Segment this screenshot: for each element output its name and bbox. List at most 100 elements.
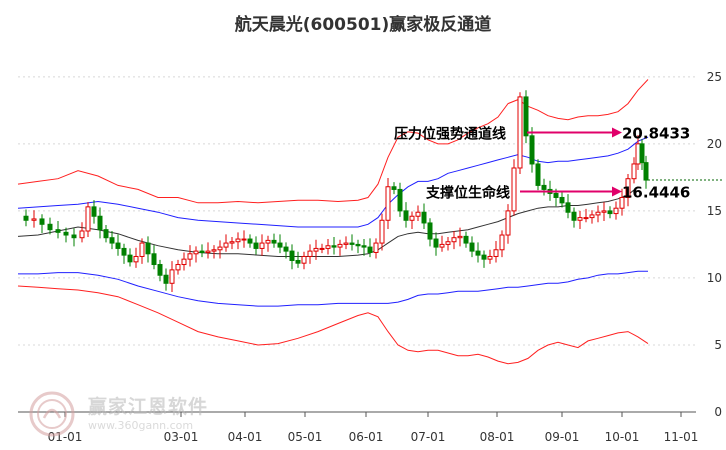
candle-body <box>103 229 109 239</box>
candle-body <box>31 218 37 221</box>
candle-body <box>523 96 529 137</box>
candle-body <box>511 167 517 212</box>
candle-body <box>397 188 403 212</box>
candle-body <box>229 241 235 244</box>
candle-body <box>439 243 445 248</box>
candle-body <box>631 163 637 180</box>
pressure-value: 20.8433 <box>622 125 690 143</box>
candle-body <box>409 215 415 221</box>
candle-body <box>535 163 541 186</box>
candle-body <box>331 245 337 248</box>
watermark-logo-icon <box>29 391 75 437</box>
pressure-label: 压力位强势通道线 <box>394 126 506 143</box>
candle-body <box>175 264 181 271</box>
candle-body <box>589 214 595 219</box>
band-upper-red <box>17 79 649 204</box>
candle-body <box>205 250 211 253</box>
candle-body <box>639 143 645 164</box>
candle-body <box>181 258 187 266</box>
candle-body <box>553 192 559 198</box>
x-tick-label: 10-01 <box>605 430 640 444</box>
candle-body <box>307 250 313 257</box>
y-tick-label: 0 <box>714 405 722 419</box>
candle-body <box>187 253 193 260</box>
band-mid-black <box>17 186 639 257</box>
candle-body <box>355 243 361 247</box>
candle-body <box>271 239 277 244</box>
candle-body <box>127 254 133 263</box>
candle-body <box>199 250 205 253</box>
candle-body <box>421 211 427 224</box>
candle-body <box>193 250 199 255</box>
candle-body <box>313 247 319 252</box>
candle-body <box>23 215 29 221</box>
y-tick-label: 10 <box>707 271 722 285</box>
candle-body <box>295 259 301 264</box>
candle-body <box>157 264 163 276</box>
y-tick-label: 25 <box>707 70 722 84</box>
candle-body <box>541 184 547 190</box>
x-tick-label: 05-01 <box>288 430 323 444</box>
candle-body <box>415 211 421 217</box>
candle-body <box>121 247 127 256</box>
candle-body <box>559 196 565 204</box>
candle-body <box>319 247 325 250</box>
candle-body <box>625 178 631 198</box>
candle-body <box>163 274 169 284</box>
candle-body <box>499 234 505 251</box>
chart-title: 航天晨光(600501)赢家极反通道 <box>234 15 492 35</box>
candle-body <box>577 217 583 221</box>
candle-body <box>463 235 469 244</box>
band-lower-blue <box>18 270 648 307</box>
candle-body <box>211 249 217 252</box>
candle-body <box>283 246 289 252</box>
candle-body <box>583 217 589 220</box>
candle-body <box>457 235 463 239</box>
x-tick-label: 03-01 <box>164 430 199 444</box>
candle-body <box>373 242 379 253</box>
candle-body <box>145 242 151 255</box>
support-value: 16.4446 <box>622 184 690 202</box>
candle-body <box>301 255 307 264</box>
candle-body <box>343 242 349 245</box>
candle-body <box>361 245 367 248</box>
candle-body <box>55 229 61 233</box>
candle-body <box>529 135 535 165</box>
x-tick-label: 06-01 <box>349 430 384 444</box>
candle-body <box>451 237 457 243</box>
band-lower-red <box>17 285 649 365</box>
candle-body <box>289 250 295 261</box>
candle-body <box>595 211 601 216</box>
candle-body <box>433 238 439 248</box>
candle-body <box>607 210 613 215</box>
candle-body <box>517 96 523 169</box>
candle-body <box>247 238 253 244</box>
candle-body <box>139 242 145 257</box>
candle-body <box>403 210 409 221</box>
candle-body <box>475 250 481 256</box>
candle-body <box>47 223 53 231</box>
candle-body <box>505 210 511 236</box>
candle-body <box>91 206 97 217</box>
candle-body <box>79 230 85 239</box>
candle-body <box>571 211 577 221</box>
support-label: 支撑位生命线 <box>425 185 510 202</box>
candle-body <box>493 249 499 257</box>
x-tick-label: 07-01 <box>411 430 446 444</box>
candle-body <box>85 206 91 232</box>
candle-body <box>39 218 45 225</box>
candle-body <box>71 234 77 239</box>
watermark: 赢家江恩软件 www.360gann.com <box>28 388 228 440</box>
x-axis: 01-01 03-01 04-01 05-01 06-01 07-01 08-01 09-01… <box>48 412 698 444</box>
candle-body <box>385 186 391 221</box>
candle-body <box>169 269 175 284</box>
candle-body <box>151 253 157 266</box>
y-tick-label: 20 <box>707 137 722 151</box>
candle-body <box>379 219 385 244</box>
pressure-arrow-icon <box>612 127 622 138</box>
candle-body <box>253 242 259 249</box>
y-axis: 0 5 10 15 20 25 <box>18 70 722 419</box>
candle-body <box>235 238 241 243</box>
annotations: 压力位强势通道线 20.8433 支撑位生命线 16.4446 <box>394 125 690 202</box>
